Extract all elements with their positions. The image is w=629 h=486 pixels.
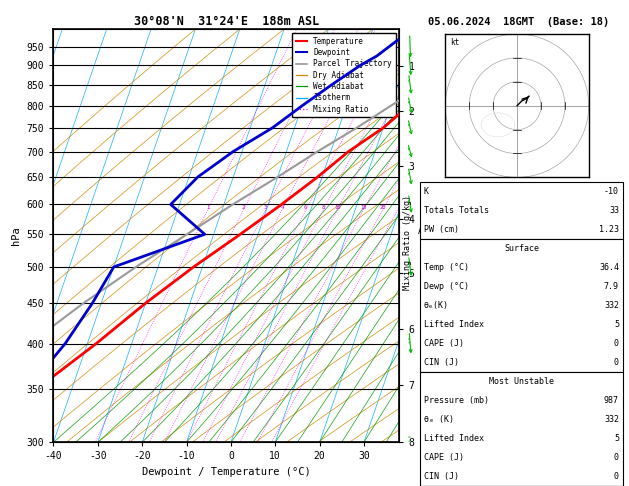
Text: PW (cm): PW (cm) bbox=[424, 225, 459, 234]
Text: 6: 6 bbox=[304, 205, 308, 210]
Legend: Temperature, Dewpoint, Parcel Trajectory, Dry Adiabat, Wet Adiabat, Isotherm, Mi: Temperature, Dewpoint, Parcel Trajectory… bbox=[292, 33, 396, 117]
Text: CIN (J): CIN (J) bbox=[424, 358, 459, 367]
Text: Temp (°C): Temp (°C) bbox=[424, 263, 469, 272]
Text: 05.06.2024  18GMT  (Base: 18): 05.06.2024 18GMT (Base: 18) bbox=[428, 17, 610, 27]
Y-axis label: hPa: hPa bbox=[11, 226, 21, 245]
Title: 30°08'N  31°24'E  188m ASL: 30°08'N 31°24'E 188m ASL bbox=[134, 15, 319, 28]
Text: 15: 15 bbox=[360, 205, 367, 210]
Text: 0: 0 bbox=[614, 339, 619, 348]
Text: 332: 332 bbox=[604, 415, 619, 424]
Text: Dewp (°C): Dewp (°C) bbox=[424, 282, 469, 291]
Text: Lifted Index: Lifted Index bbox=[424, 434, 484, 443]
Text: 1.23: 1.23 bbox=[599, 225, 619, 234]
Text: Most Unstable: Most Unstable bbox=[489, 377, 554, 386]
Text: 2: 2 bbox=[242, 205, 245, 210]
Text: 20: 20 bbox=[379, 205, 386, 210]
Text: 0: 0 bbox=[614, 471, 619, 481]
Y-axis label: km
ASL: km ASL bbox=[418, 216, 433, 236]
Text: 36.4: 36.4 bbox=[599, 263, 619, 272]
Text: 4: 4 bbox=[281, 205, 284, 210]
Text: 33: 33 bbox=[609, 206, 619, 215]
Text: CIN (J): CIN (J) bbox=[424, 471, 459, 481]
Text: Pressure (mb): Pressure (mb) bbox=[424, 396, 489, 405]
Text: Lifted Index: Lifted Index bbox=[424, 320, 484, 329]
Text: 0: 0 bbox=[614, 452, 619, 462]
Text: 8: 8 bbox=[321, 205, 325, 210]
Text: Totals Totals: Totals Totals bbox=[424, 206, 489, 215]
Text: 5: 5 bbox=[614, 434, 619, 443]
Text: 987: 987 bbox=[604, 396, 619, 405]
Text: 3: 3 bbox=[264, 205, 267, 210]
Text: Surface: Surface bbox=[504, 244, 539, 253]
Text: Mixing Ratio (g/kg): Mixing Ratio (g/kg) bbox=[403, 195, 412, 291]
Text: θₑ (K): θₑ (K) bbox=[424, 415, 454, 424]
Text: CAPE (J): CAPE (J) bbox=[424, 452, 464, 462]
Text: 7.9: 7.9 bbox=[604, 282, 619, 291]
Text: 5: 5 bbox=[614, 320, 619, 329]
X-axis label: Dewpoint / Temperature (°C): Dewpoint / Temperature (°C) bbox=[142, 467, 311, 477]
Text: © weatheronline.co.uk: © weatheronline.co.uk bbox=[473, 471, 570, 480]
Text: 10: 10 bbox=[334, 205, 340, 210]
Text: K: K bbox=[424, 187, 429, 196]
Text: θₑ(K): θₑ(K) bbox=[424, 301, 449, 310]
Text: kt: kt bbox=[450, 38, 459, 47]
Text: 332: 332 bbox=[604, 301, 619, 310]
Text: 1: 1 bbox=[206, 205, 209, 210]
Text: CAPE (J): CAPE (J) bbox=[424, 339, 464, 348]
Text: -10: -10 bbox=[604, 187, 619, 196]
Text: 0: 0 bbox=[614, 358, 619, 367]
